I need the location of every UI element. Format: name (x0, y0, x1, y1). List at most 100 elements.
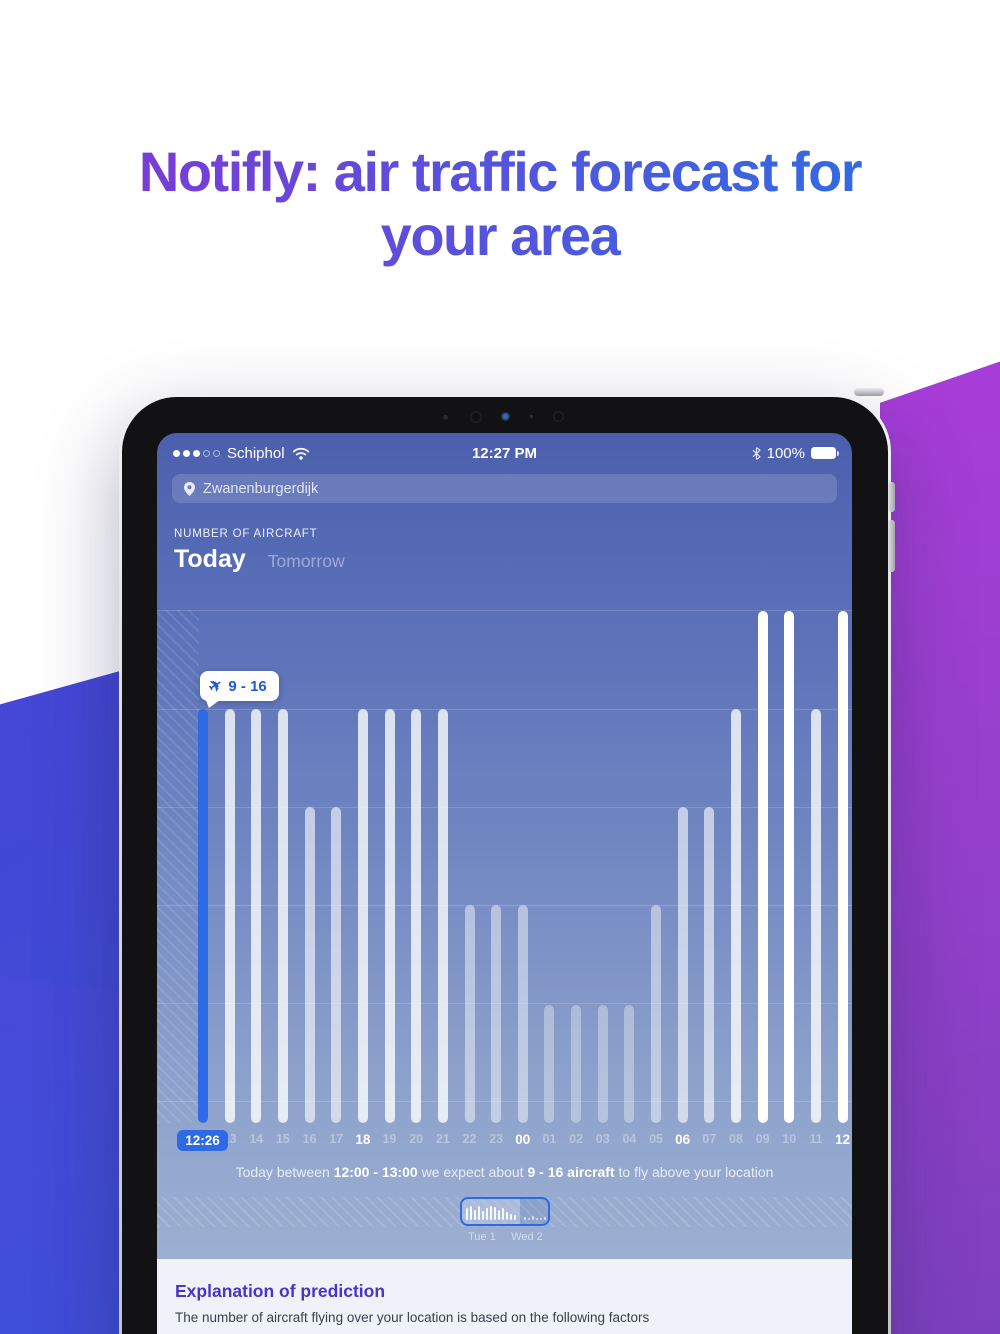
chart-bar[interactable] (651, 905, 662, 1123)
chart-bar[interactable] (277, 709, 288, 1123)
chart-bar-current[interactable] (198, 709, 208, 1123)
gridline (157, 709, 852, 710)
x-axis: 1213141516171819202122230001020304050607… (157, 1130, 852, 1152)
chart-bar[interactable] (544, 1005, 555, 1123)
signal-dot (173, 449, 180, 457)
axis-tick-label: 15 (275, 1132, 290, 1146)
day-tab-wed[interactable] (520, 1199, 548, 1224)
microphone-dot-icon (530, 415, 533, 418)
explanation-card: Explanation of prediction The number of … (157, 1259, 852, 1334)
axis-tick-label: 22 (462, 1132, 477, 1146)
ipad-device: Schiphol 12:27 PM 100% (119, 388, 895, 1334)
signal-strength-dots (173, 449, 220, 457)
app-screen: Schiphol 12:27 PM 100% (157, 433, 852, 1334)
chart-bar[interactable] (411, 709, 422, 1123)
truedepth-camera-icon (553, 411, 564, 422)
axis-tick-label: 06 (675, 1132, 691, 1147)
chart-bar[interactable] (677, 807, 688, 1123)
location-pin-icon (184, 481, 195, 496)
chart-bar[interactable] (597, 1005, 608, 1123)
chart-bar[interactable] (357, 709, 368, 1123)
explanation-heading: Explanation of prediction (175, 1281, 386, 1301)
tooltip-tail (206, 700, 220, 708)
signal-dot (193, 449, 200, 457)
front-camera-icon (470, 411, 482, 423)
chart-bar[interactable] (571, 1005, 582, 1123)
gridline (157, 1003, 852, 1004)
chart-bar[interactable] (384, 709, 395, 1123)
axis-tick-label: 08 (729, 1132, 743, 1146)
page-title: Notifly: air traffic forecast for your a… (80, 140, 920, 268)
axis-tick-label: 05 (649, 1132, 663, 1146)
chart-bar[interactable] (810, 709, 821, 1123)
forecast-summary: Today between 12:00 - 13:00 we expect ab… (235, 1164, 774, 1180)
bar-chart (157, 610, 852, 1123)
ipad-bezel: Schiphol 12:27 PM 100% (122, 397, 888, 1334)
chart-bar[interactable] (784, 611, 795, 1123)
axis-tick-label: 10 (782, 1132, 797, 1146)
axis-tick-label: 20 (409, 1132, 424, 1146)
power-button (854, 388, 884, 396)
axis-tick-label: 02 (569, 1132, 584, 1146)
day-tab-tue[interactable] (461, 1199, 520, 1224)
day-selector[interactable] (459, 1197, 550, 1226)
signal-dot (203, 449, 210, 457)
chart-bar[interactable] (517, 905, 528, 1123)
location-value: Zwanenburgerdijk (203, 480, 319, 497)
sensor-dot-icon (443, 415, 448, 420)
location-input[interactable]: Zwanenburgerdijk (172, 474, 837, 503)
gridline (157, 807, 852, 808)
chart-bar[interactable] (624, 1005, 635, 1123)
section-label: NUMBER OF AIRCRAFT (174, 528, 318, 540)
chart-bar[interactable] (331, 807, 342, 1123)
volume-up-button (888, 482, 895, 512)
axis-tick-label: 00 (515, 1132, 531, 1147)
plane-icon: ✈ (205, 675, 227, 698)
selector-hatch-strip (157, 1197, 852, 1227)
axis-tick-label: 03 (595, 1132, 610, 1146)
axis-tick-label: 23 (489, 1132, 504, 1146)
clock: 12:27 PM (471, 444, 538, 462)
axis-tick-label: 01 (542, 1132, 557, 1146)
explanation-body: The number of aircraft flying over your … (175, 1310, 650, 1325)
camera-lens-icon (501, 412, 510, 421)
carrier-label: Schiphol (227, 444, 285, 462)
chart-bar[interactable] (304, 807, 315, 1123)
axis-tick-label: 17 (329, 1132, 344, 1146)
chart-bar[interactable] (251, 709, 262, 1123)
battery-percent: 100% (766, 444, 805, 462)
axis-tick-label: 12 (835, 1132, 851, 1147)
chart-bar[interactable] (224, 709, 235, 1123)
axis-tick-label: 14 (249, 1132, 264, 1146)
axis-tick-label: 18 (355, 1132, 371, 1147)
chart-bar[interactable] (837, 611, 848, 1123)
chart-bar[interactable] (437, 709, 448, 1123)
volume-down-button (888, 520, 895, 572)
day-label-tue: Tue 1 (468, 1231, 496, 1243)
wifi-icon (292, 447, 309, 460)
signal-dot (183, 449, 190, 457)
tab-tomorrow[interactable]: Tomorrow (267, 551, 345, 571)
chart-bar[interactable] (731, 709, 741, 1123)
chart-bar[interactable] (704, 807, 715, 1123)
axis-tick-label: 09 (755, 1132, 770, 1146)
axis-tick-label: 04 (622, 1132, 637, 1146)
aircraft-count-tooltip: ✈ 9 - 16 (200, 671, 279, 708)
gridline (157, 610, 852, 611)
day-selector-labels: Tue 1 Wed 2 (460, 1231, 550, 1243)
tooltip-value: 9 - 16 (228, 677, 267, 695)
chart-bar[interactable] (464, 905, 475, 1123)
chart-bar[interactable] (491, 905, 502, 1123)
axis-tick-label: 21 (435, 1132, 450, 1146)
tab-today[interactable]: Today (174, 545, 246, 573)
day-label-wed: Wed 2 (511, 1231, 543, 1243)
gridline (157, 905, 852, 906)
chart-bar[interactable] (757, 611, 768, 1123)
signal-dot (213, 449, 220, 457)
battery-icon (811, 447, 839, 459)
current-time-badge: 12:26 (177, 1130, 228, 1151)
axis-tick-label: 19 (382, 1132, 397, 1146)
